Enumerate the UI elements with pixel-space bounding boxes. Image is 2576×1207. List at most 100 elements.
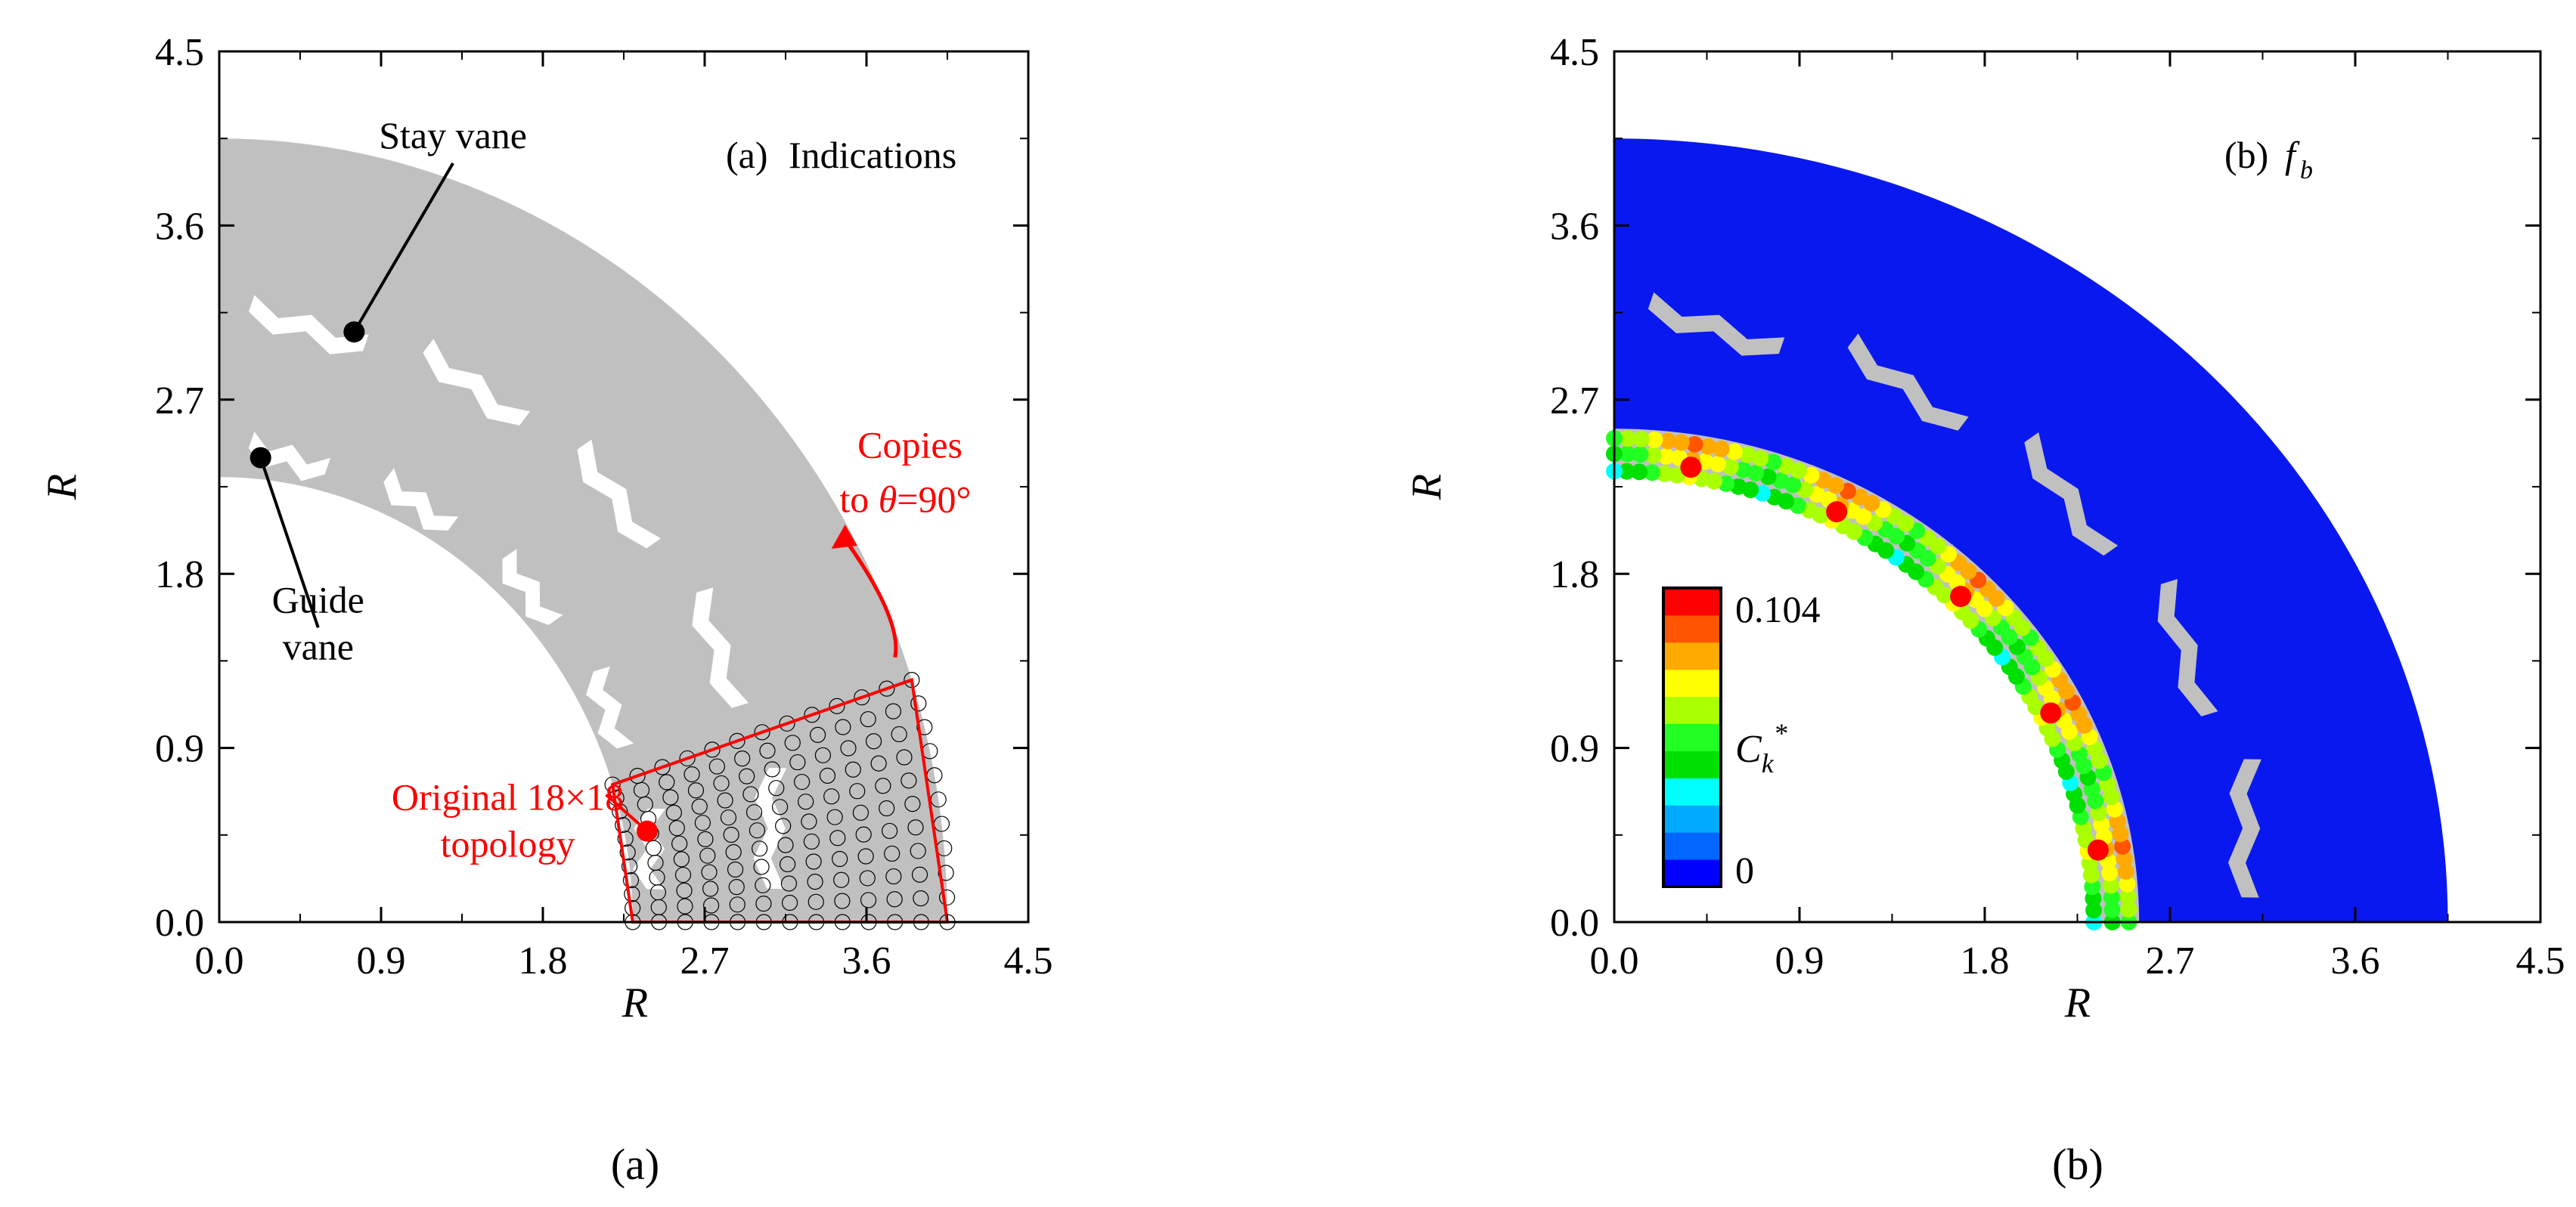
mesh-node [676,882,693,899]
ring-point [2119,888,2137,905]
mesh-node [860,710,876,728]
mesh-node [729,732,746,749]
mesh-node [938,889,956,906]
guide-vane-label: Guide [272,578,364,621]
y-tick-label: 0.9 [1550,728,1599,771]
mesh-node [755,896,772,912]
x-tick-label: 0.0 [195,939,244,983]
mesh-node [901,772,917,789]
ring-point [2114,837,2131,855]
x-axis-label: R [2064,980,2091,1026]
x-tick-label: 2.7 [680,939,730,983]
colorbar-swatch [1663,723,1721,751]
y-tick-label: 1.8 [155,553,204,596]
mesh-node [742,786,759,803]
mesh-node [775,818,792,834]
colorbar-swatch [1663,859,1721,887]
mesh-node [665,804,682,821]
mesh-node [713,775,730,792]
stay-vane-gap-shape [2024,432,2119,556]
y-tick-label: 4.5 [155,31,204,74]
ticks [218,50,1030,924]
ticks [1613,50,2542,924]
mesh-node [780,875,798,892]
guide-vane-gap-shape [586,666,634,749]
stay-vane-gap-shape [2227,759,2261,898]
ring-point [2103,901,2121,918]
mesh-node [699,847,716,864]
panel-title-main: f [2285,134,2300,176]
guide-vane-gap [502,549,563,625]
stay-vane-gap-shape [2157,579,2218,716]
original-topology-mesh [604,672,956,930]
mesh-node [884,845,901,862]
ring-point [2103,889,2120,906]
colorbar-swatch [1663,832,1721,860]
mesh-node [779,715,795,732]
copies-label-line2: to θ=90° [839,478,971,520]
panel-a: 0.0 0.9 1.8 2.7 3.6 4.5 0.0 0.9 1.8 2.7 3.6 4.5 R R… [39,31,1053,1189]
mesh-node [671,835,688,852]
ring-point [1709,456,1726,473]
stay-vane-gap-shape [753,767,787,890]
x-tick-label: 3.6 [2331,939,2380,983]
colorbar-swatch [1663,588,1721,616]
stay-vane-gap [692,587,749,708]
y-tick-label: 0.9 [155,728,204,771]
guide-vane-gap [586,666,634,749]
original-topology-label: topology [441,823,575,865]
colorbar-swatch [1663,614,1721,643]
mesh-node [677,898,693,915]
copies-arrowhead [831,525,857,549]
original-topology-marker [636,820,658,842]
mesh-node [814,747,831,763]
high-value-point [2040,702,2062,724]
mesh-node [834,893,851,909]
domain-region [219,138,947,922]
mesh-node [781,894,798,911]
y-tick-label: 2.7 [155,379,204,422]
stay-vane-gap [2227,759,2261,898]
ring-point [1643,464,1660,481]
mesh-node [784,735,801,751]
colorbar-swatch [1663,669,1721,698]
guide-vane-label: vane [283,625,354,667]
mesh-node [849,783,866,800]
mesh-node [875,778,891,794]
mesh-node [684,766,700,783]
mesh-node [717,792,733,809]
colorbar-swatch [1663,696,1721,725]
mesh-node [674,866,692,884]
mesh-node [764,761,780,778]
panel-title-sub: b [2300,156,2313,184]
guide-vane-marker [250,447,271,469]
stay-vane-gap [423,339,530,426]
mesh-node [668,820,685,837]
annular-domain-blue [1614,138,2448,922]
mesh-node [739,768,755,785]
mesh-node [662,789,679,806]
guide-vane-leader-line [259,456,320,629]
mesh-node [702,880,719,897]
colorbar-swatch [1663,805,1721,833]
ring-point [1632,430,1650,447]
mesh-node [708,758,725,775]
mesh-node [702,897,720,914]
mesh-node [687,782,705,799]
y-axis-label: R [39,474,85,500]
ring-point [1747,464,1765,481]
mesh-node [855,826,872,843]
mesh-node [622,871,640,889]
mesh-node [829,698,845,714]
guide-vane-gap-shape [383,468,459,531]
panel-title-tag: (b) [2224,134,2268,176]
mesh-node [845,761,861,778]
mesh-node [857,848,874,865]
stay-vane-label: Stay vane [379,114,527,156]
mesh-node [852,804,869,821]
ring-point [1725,443,1743,460]
ring-point [1644,447,1662,464]
ring-point [1705,472,1722,490]
mesh-node [727,861,744,878]
domain-region [1614,138,2448,922]
